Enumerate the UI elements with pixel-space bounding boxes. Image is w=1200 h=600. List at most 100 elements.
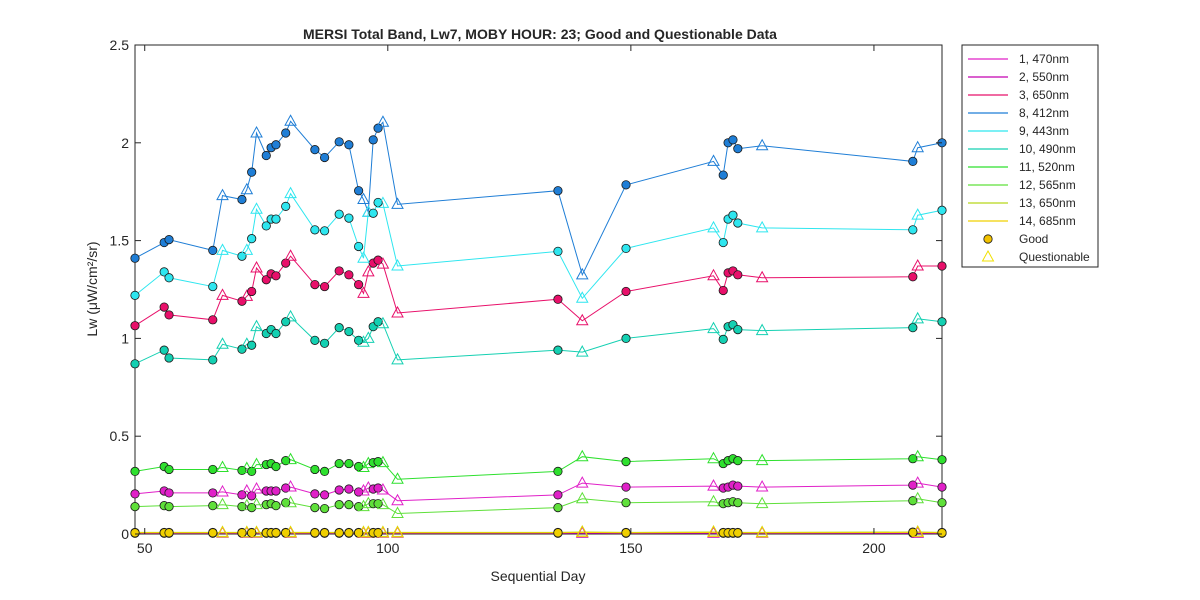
point-good-3-29 <box>718 170 728 180</box>
y-tick-label-5: 2.5 <box>110 37 130 53</box>
point-questionable-6-23 <box>376 455 390 468</box>
point-good-2-25 <box>553 294 563 304</box>
point-good-6-11 <box>271 461 281 472</box>
point-good-5-7 <box>247 340 257 350</box>
point-good-5-36 <box>937 317 947 327</box>
point-questionable-6-33 <box>755 453 769 466</box>
legend-entry-questionable: Questionable <box>1019 250 1090 264</box>
point-good-6-32 <box>733 456 743 466</box>
point-questionable-0-19 <box>357 483 370 496</box>
legend-entry-0: 1, 470nm <box>1019 52 1069 66</box>
legend-entry-1: 2, 550nm <box>1019 70 1069 84</box>
point-good-2-27 <box>621 286 631 297</box>
point-good-4-16 <box>334 209 344 219</box>
point-good-2-3 <box>208 315 218 325</box>
point-good-3-21 <box>368 135 378 145</box>
point-good-0-3 <box>208 488 218 498</box>
point-questionable-5-20 <box>362 331 375 343</box>
point-good-0-11 <box>271 486 281 496</box>
point-good-2-29 <box>718 285 728 296</box>
point-good-6-36 <box>937 455 947 465</box>
point-good-2-11 <box>271 271 281 281</box>
point-questionable-3-24 <box>391 197 404 209</box>
point-questionable-7-28 <box>707 494 720 507</box>
point-questionable-2-4 <box>216 288 229 300</box>
point-good-9-17 <box>344 528 354 538</box>
point-questionable-3-19 <box>357 192 370 205</box>
point-questionable-4-19 <box>357 251 370 263</box>
point-questionable-3-33 <box>755 138 769 151</box>
point-questionable-6-35 <box>911 449 925 462</box>
point-good-4-15 <box>319 226 330 236</box>
point-good-4-36 <box>937 205 947 215</box>
point-questionable-2-23 <box>376 257 390 269</box>
legend-marker-good <box>983 234 993 244</box>
point-good-2-18 <box>354 280 364 290</box>
point-good-4-2 <box>164 273 174 283</box>
chart-title: MERSI Total Band, Lw7, MOBY HOUR: 23; Go… <box>303 26 777 42</box>
point-questionable-6-24 <box>391 472 404 484</box>
point-good-7-14 <box>310 502 320 513</box>
point-good-0-27 <box>621 482 631 492</box>
point-questionable-9-33 <box>755 525 769 538</box>
point-good-2-15 <box>319 281 330 292</box>
point-good-4-25 <box>553 246 563 256</box>
point-questionable-3-8 <box>250 125 263 138</box>
point-good-7-17 <box>344 500 354 510</box>
point-good-3-0 <box>130 253 140 263</box>
point-good-5-32 <box>733 324 743 335</box>
point-good-7-11 <box>271 501 281 511</box>
x-axis: 50 100 150 200 <box>137 45 886 556</box>
point-questionable-6-26 <box>575 449 589 462</box>
point-good-5-34 <box>908 323 918 333</box>
point-questionable-2-33 <box>755 270 769 283</box>
point-good-4-0 <box>130 290 140 300</box>
point-questionable-5-8 <box>250 319 263 332</box>
x-axis-label: Sequential Day <box>491 568 586 584</box>
y-tick-label-4: 2 <box>121 135 129 151</box>
point-questionable-5-23 <box>376 316 390 329</box>
point-good-7-16 <box>334 500 344 510</box>
legend-entry-5: 10, 490nm <box>1019 142 1076 156</box>
point-good-9-25 <box>553 528 563 538</box>
point-questionable-7-13 <box>284 495 297 508</box>
point-questionable-2-28 <box>707 268 720 281</box>
point-good-5-3 <box>208 355 218 365</box>
point-good-3-27 <box>621 180 631 190</box>
point-questionable-0-28 <box>707 479 720 491</box>
point-questionable-4-24 <box>391 258 404 271</box>
point-good-0-36 <box>937 482 947 492</box>
point-questionable-6-28 <box>707 451 720 464</box>
point-good-4-29 <box>718 237 728 248</box>
point-good-5-17 <box>344 326 354 337</box>
point-good-4-34 <box>908 225 918 235</box>
point-questionable-4-13 <box>284 186 297 199</box>
point-good-5-0 <box>130 359 140 369</box>
point-questionable-9-23 <box>376 525 390 538</box>
point-questionable-9-8 <box>250 525 263 538</box>
point-good-9-2 <box>164 528 174 538</box>
point-good-5-14 <box>310 335 320 345</box>
point-good-9-3 <box>208 528 218 538</box>
point-good-5-15 <box>319 338 330 348</box>
point-questionable-7-24 <box>391 506 404 518</box>
point-good-9-27 <box>621 528 631 538</box>
point-good-3-9 <box>261 150 271 161</box>
point-questionable-2-13 <box>284 249 297 261</box>
legend-entry-2: 3, 650nm <box>1019 88 1069 102</box>
point-good-5-1 <box>159 345 169 355</box>
point-good-4-32 <box>733 218 743 228</box>
point-questionable-4-28 <box>707 220 720 233</box>
point-questionable-7-23 <box>376 497 390 510</box>
point-questionable-2-26 <box>575 313 589 326</box>
point-good-6-2 <box>164 464 174 475</box>
point-good-0-15 <box>319 490 330 500</box>
point-questionable-0-4 <box>216 484 229 497</box>
point-good-0-17 <box>344 484 354 494</box>
point-questionable-2-20 <box>362 264 375 277</box>
point-good-2-16 <box>334 266 344 276</box>
point-questionable-5-13 <box>284 309 297 322</box>
x-tick-label-3: 200 <box>862 540 886 556</box>
point-questionable-5-4 <box>216 337 229 349</box>
point-good-6-0 <box>130 466 140 477</box>
